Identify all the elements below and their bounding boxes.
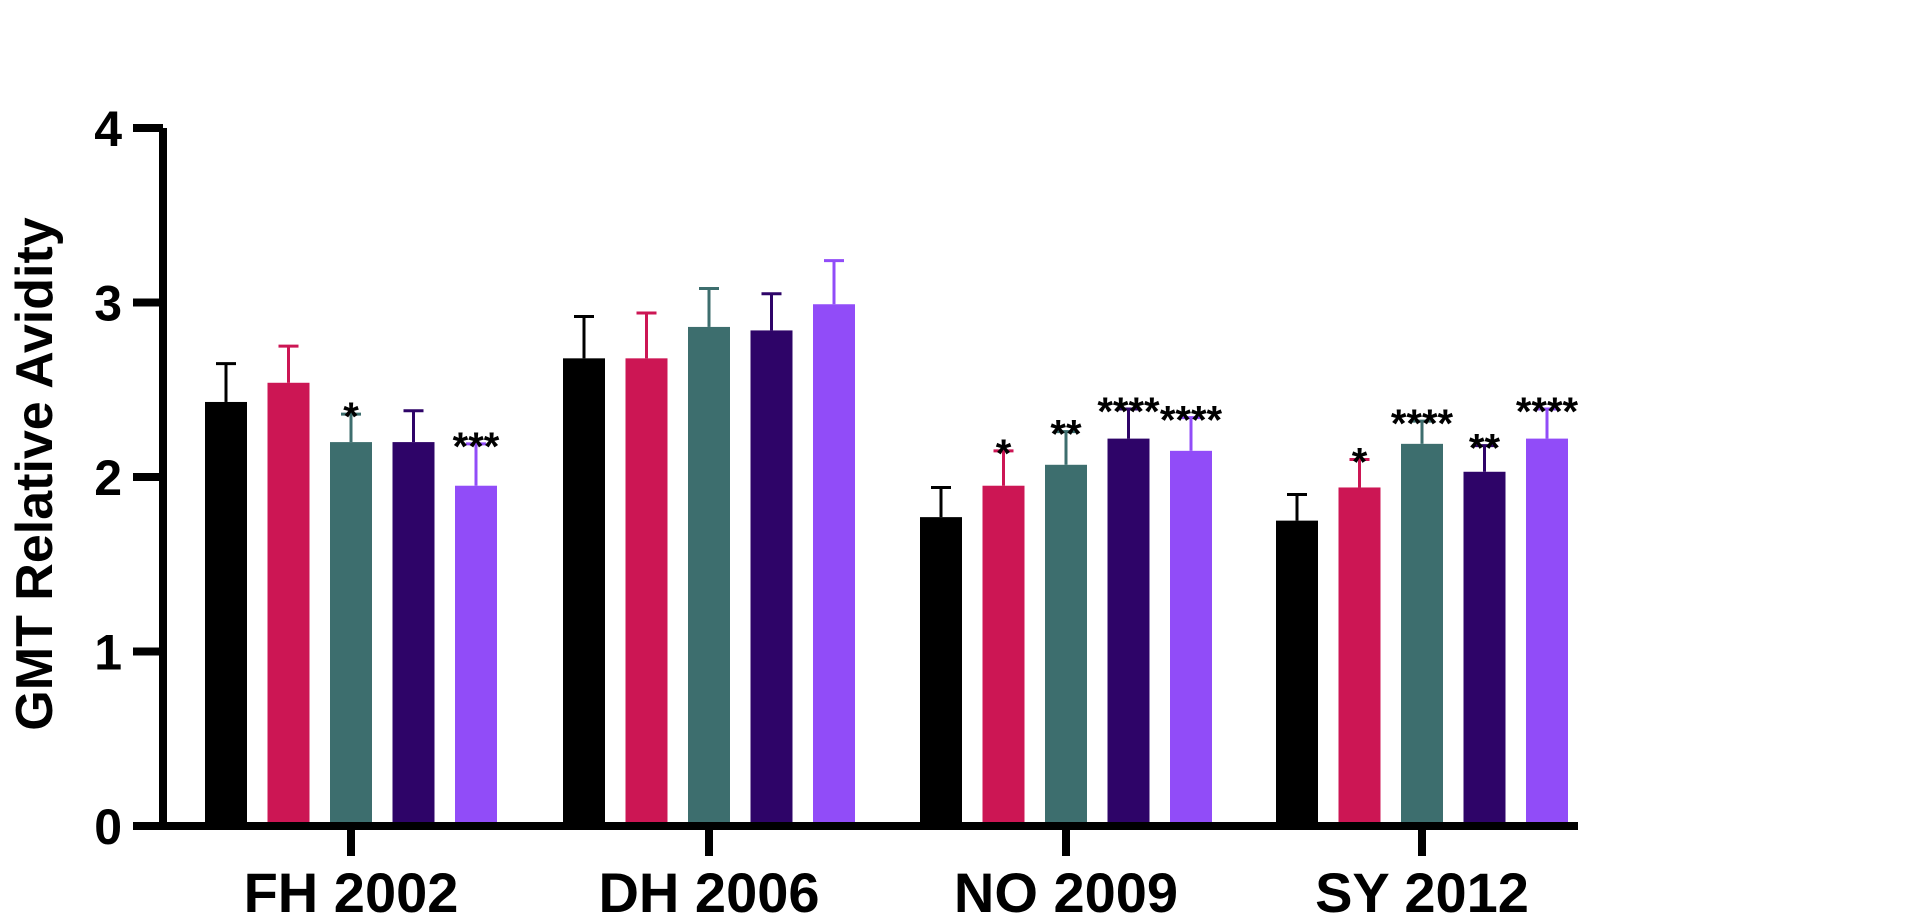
bar: [455, 485, 497, 826]
significance-marker: ****: [1160, 399, 1223, 443]
significance-marker: ****: [1516, 390, 1579, 434]
significance-marker: ****: [1097, 390, 1160, 434]
x-tick-label: DH 2006: [598, 861, 819, 916]
bar: [920, 517, 962, 826]
y-tick-label: 4: [94, 101, 122, 157]
bar: [563, 358, 605, 826]
bar: [392, 442, 435, 826]
significance-marker: ***: [453, 425, 500, 469]
significance-marker: **: [1050, 413, 1082, 457]
bar: [982, 485, 1025, 826]
significance-marker: *: [343, 395, 359, 439]
bar: [1463, 471, 1506, 826]
x-tick-label: FH 2002: [244, 861, 459, 916]
significance-marker: *: [1352, 441, 1368, 485]
bar: [688, 326, 730, 826]
bar: [1045, 464, 1087, 826]
bar: [1401, 443, 1443, 826]
bar: [813, 304, 855, 826]
bar: [750, 330, 793, 826]
bars-layer: [205, 259, 1568, 826]
axes-layer: [133, 124, 1578, 856]
significance-marker: ****: [1391, 402, 1454, 446]
significance-marker: *: [996, 432, 1012, 476]
y-tick-label: 3: [94, 276, 122, 332]
bar: [330, 442, 372, 826]
y-tick-label: 1: [94, 625, 122, 681]
bar: [1170, 450, 1212, 826]
significance-marker: **: [1469, 427, 1501, 471]
bar: [1526, 438, 1568, 826]
y-axis-label: GMT Relative Avidity: [6, 217, 64, 730]
bar: [1276, 520, 1318, 826]
x-tick-label: SY 2012: [1315, 861, 1529, 916]
bar: [205, 401, 247, 826]
y-tick-label: 0: [94, 799, 122, 855]
bar: [1338, 487, 1381, 826]
bar: [625, 358, 668, 826]
x-tick-label: NO 2009: [954, 861, 1178, 916]
bar: [267, 382, 310, 826]
y-tick-label: 2: [94, 450, 122, 506]
bar: [1107, 438, 1150, 826]
